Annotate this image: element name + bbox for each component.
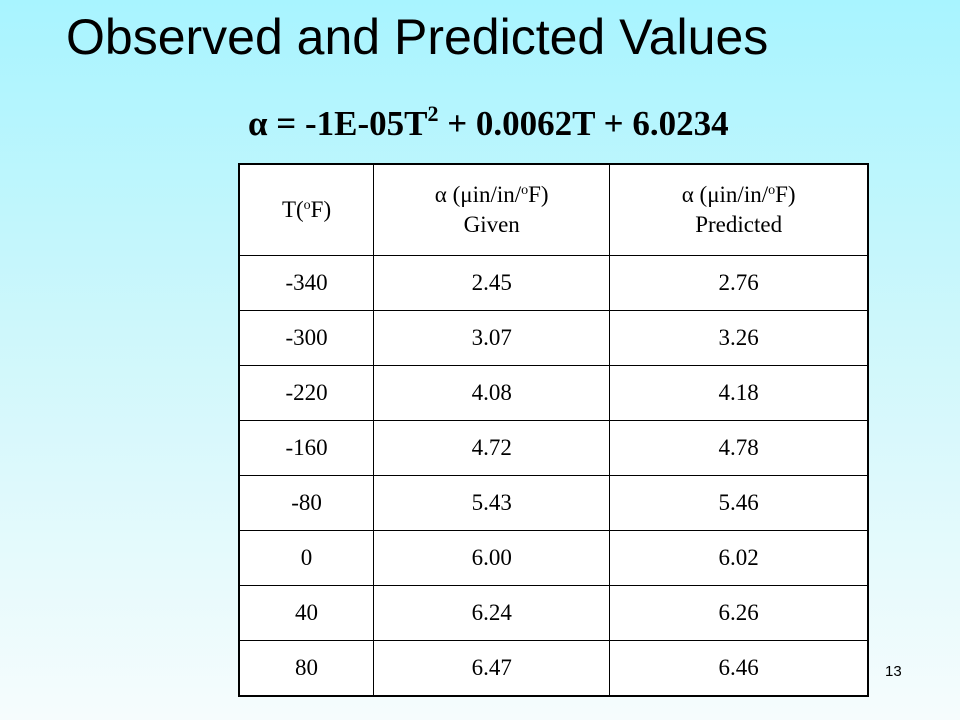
table-row: 0 6.00 6.02 <box>238 530 869 586</box>
cell-alpha-predicted: 3.26 <box>609 310 869 366</box>
cell-alpha-given: 4.72 <box>373 420 611 476</box>
header-alpha-given: α (μin/in/oF) Given <box>373 163 611 256</box>
table-row: 80 6.47 6.46 <box>238 640 869 697</box>
cell-temperature: 40 <box>238 585 375 641</box>
cell-alpha-given: 4.08 <box>373 365 611 421</box>
cell-alpha-given: 6.24 <box>373 585 611 641</box>
cell-alpha-predicted: 6.46 <box>609 640 869 697</box>
equation-lhs: α = -1E-05T <box>248 104 428 143</box>
table-row: -80 5.43 5.46 <box>238 475 869 531</box>
cell-alpha-given: 6.47 <box>373 640 611 697</box>
table-row: -300 3.07 3.26 <box>238 310 869 366</box>
regression-equation: α = -1E-05T2 + 0.0062T + 6.0234 <box>248 101 729 144</box>
cell-temperature: -220 <box>238 365 375 421</box>
cell-alpha-given: 3.07 <box>373 310 611 366</box>
cell-temperature: 80 <box>238 640 375 697</box>
cell-temperature: -340 <box>238 255 375 311</box>
slide-title: Observed and Predicted Values <box>66 9 769 65</box>
equation-exponent: 2 <box>427 101 439 126</box>
table-row: -160 4.72 4.78 <box>238 420 869 476</box>
values-table: T(oF) α (μin/in/oF) Given α (μin/in/oF) Pr… <box>238 163 869 697</box>
cell-temperature: -300 <box>238 310 375 366</box>
cell-alpha-given: 2.45 <box>373 255 611 311</box>
cell-alpha-predicted: 6.26 <box>609 585 869 641</box>
cell-alpha-predicted: 6.02 <box>609 530 869 586</box>
table-row: 40 6.24 6.26 <box>238 585 869 641</box>
table-header-row: T(oF) α (μin/in/oF) Given α (μin/in/oF) Pr… <box>238 163 869 256</box>
page-number: 13 <box>885 663 902 680</box>
table-row: -340 2.45 2.76 <box>238 255 869 311</box>
cell-alpha-predicted: 4.18 <box>609 365 869 421</box>
header-alpha-predicted: α (μin/in/oF) Predicted <box>609 163 869 256</box>
header-temperature: T(oF) <box>238 163 375 256</box>
cell-temperature: -80 <box>238 475 375 531</box>
table-row: -220 4.08 4.18 <box>238 365 869 421</box>
cell-temperature: -160 <box>238 420 375 476</box>
cell-alpha-predicted: 2.76 <box>609 255 869 311</box>
cell-alpha-given: 5.43 <box>373 475 611 531</box>
cell-alpha-given: 6.00 <box>373 530 611 586</box>
cell-alpha-predicted: 5.46 <box>609 475 869 531</box>
cell-temperature: 0 <box>238 530 375 586</box>
cell-alpha-predicted: 4.78 <box>609 420 869 476</box>
equation-rhs: + 0.0062T + 6.0234 <box>438 104 729 143</box>
